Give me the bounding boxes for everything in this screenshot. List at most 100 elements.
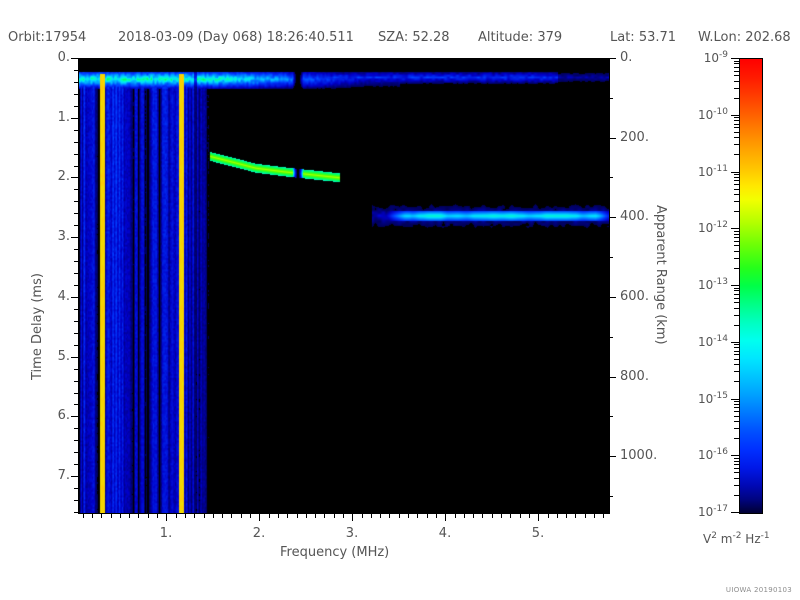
x-axis-minor-tick: [408, 513, 409, 518]
y-axis-minor-tick: [74, 201, 78, 202]
y-axis-major-tick: [71, 476, 78, 477]
x-axis-minor-tick: [464, 513, 465, 518]
colorbar-minor-tick: [734, 174, 739, 175]
colorbar-units-hz-exp: -1: [760, 531, 770, 541]
y-axis-minor-tick: [74, 189, 78, 190]
y2-axis-title: Apparent Range (km): [653, 205, 668, 345]
y-axis-minor-tick: [74, 82, 78, 83]
colorbar-label-exponent: -14: [713, 334, 728, 344]
colorbar-label-exponent: -17: [713, 504, 728, 514]
colorbar-tick-label-6: 10-15: [676, 391, 728, 406]
y-axis-minor-tick: [74, 273, 78, 274]
colorbar-minor-tick: [734, 88, 739, 89]
y-axis-major-tick: [71, 357, 78, 358]
y2-axis-major-tick: [609, 456, 616, 457]
colorbar-major-tick: [731, 115, 739, 116]
y-axis-minor-tick: [74, 500, 78, 501]
y-axis-minor-tick: [74, 213, 78, 214]
colorbar-minor-tick: [734, 495, 739, 496]
x-axis-major-tick: [538, 513, 539, 521]
y-axis-tick-label-6: 6.: [57, 408, 70, 423]
colorbar-minor-tick: [734, 428, 739, 429]
y-axis-minor-tick: [74, 404, 78, 405]
x-axis-minor-tick: [250, 513, 251, 518]
x-axis-minor-tick: [455, 513, 456, 518]
colorbar-minor-tick: [734, 268, 739, 269]
colorbar-minor-tick: [734, 144, 739, 145]
colorbar-minor-tick: [734, 407, 739, 408]
metadata-header: Orbit:17954 2018-03-09 (Day 068) 18:26:4…: [0, 30, 800, 50]
y2-axis-minor-tick: [609, 257, 613, 258]
x-axis-minor-tick: [111, 513, 112, 518]
y-axis-minor-tick: [74, 488, 78, 489]
y-axis-minor-tick: [74, 345, 78, 346]
colorbar-minor-tick: [734, 351, 739, 352]
y2-axis-minor-tick: [609, 337, 613, 338]
x-axis-minor-tick: [436, 513, 437, 518]
y-axis-tick-label-4: 4.: [57, 289, 70, 304]
x-axis-minor-tick: [148, 513, 149, 518]
colorbar-minor-tick: [734, 189, 739, 190]
colorbar-minor-tick: [734, 67, 739, 68]
x-axis-minor-tick: [334, 513, 335, 518]
x-axis-minor-tick: [176, 513, 177, 518]
x-axis-minor-tick: [417, 513, 418, 518]
x-axis-minor-tick: [138, 513, 139, 518]
colorbar-minor-tick: [734, 81, 739, 82]
x-axis-minor-tick: [101, 513, 102, 518]
colorbar-major-tick: [731, 512, 739, 513]
x-axis-minor-tick: [594, 513, 595, 518]
y2-axis-minor-tick: [609, 177, 613, 178]
colorbar-minor-tick: [734, 472, 739, 473]
y-axis-title: Time Delay (ms): [30, 273, 45, 380]
x-axis-minor-tick: [529, 513, 530, 518]
colorbar-minor-tick: [734, 63, 739, 64]
x-axis-minor-tick: [380, 513, 381, 518]
y2-axis-minor-tick: [609, 496, 613, 497]
y-axis-minor-tick: [74, 428, 78, 429]
colorbar-minor-tick: [734, 354, 739, 355]
y2-axis-major-tick: [609, 377, 616, 378]
colorbar-label-mantissa: 10: [698, 335, 714, 349]
x-axis-title: Frequency (MHz): [280, 545, 390, 560]
x-axis-minor-tick: [231, 513, 232, 518]
source-credit: UIOWA 20190103: [725, 586, 792, 594]
colorbar-label-exponent: -11: [713, 164, 728, 174]
y2-axis-major-tick: [609, 58, 616, 59]
spectrogram-plot-area: [78, 58, 610, 514]
colorbar-tick-label-5: 10-14: [676, 334, 728, 349]
x-axis-minor-tick: [204, 513, 205, 518]
colorbar-minor-tick: [734, 364, 739, 365]
colorbar-label-mantissa: 10: [698, 221, 714, 235]
y-axis-major-tick: [71, 177, 78, 178]
x-axis-minor-tick: [520, 513, 521, 518]
colorbar-minor-tick: [734, 234, 739, 235]
y-axis-major-tick: [71, 118, 78, 119]
y-axis-minor-tick: [74, 142, 78, 143]
y-axis-minor-tick: [74, 321, 78, 322]
colorbar-tick-label-8: 10-17: [676, 504, 728, 519]
y-axis-minor-tick: [74, 70, 78, 71]
colorbar-label-mantissa: 10: [703, 51, 720, 65]
colorbar-label-exponent: -10: [713, 107, 728, 117]
colorbar-label-exponent: -12: [713, 220, 728, 230]
colorbar-label-mantissa: 10: [698, 505, 714, 519]
x-axis-minor-tick: [306, 513, 307, 518]
y2-axis-major-tick: [609, 138, 616, 139]
colorbar-units-hz: Hz: [745, 532, 761, 546]
x-axis-minor-tick: [297, 513, 298, 518]
y-axis-minor-tick: [74, 249, 78, 250]
y2-axis-tick-label-5: 1000.: [620, 448, 658, 463]
colorbar-label-mantissa: 10: [698, 108, 714, 122]
colorbar-minor-tick: [734, 371, 739, 372]
x-axis-minor-tick: [92, 513, 93, 518]
x-axis-minor-tick: [399, 513, 400, 518]
colorbar-minor-tick: [734, 120, 739, 121]
colorbar-minor-tick: [734, 325, 739, 326]
colorbar-major-tick: [731, 399, 739, 400]
x-axis-minor-tick: [129, 513, 130, 518]
colorbar-minor-tick: [734, 464, 739, 465]
x-axis-minor-tick: [427, 513, 428, 518]
colorbar-minor-tick: [734, 416, 739, 417]
colorbar-minor-tick: [734, 347, 739, 348]
